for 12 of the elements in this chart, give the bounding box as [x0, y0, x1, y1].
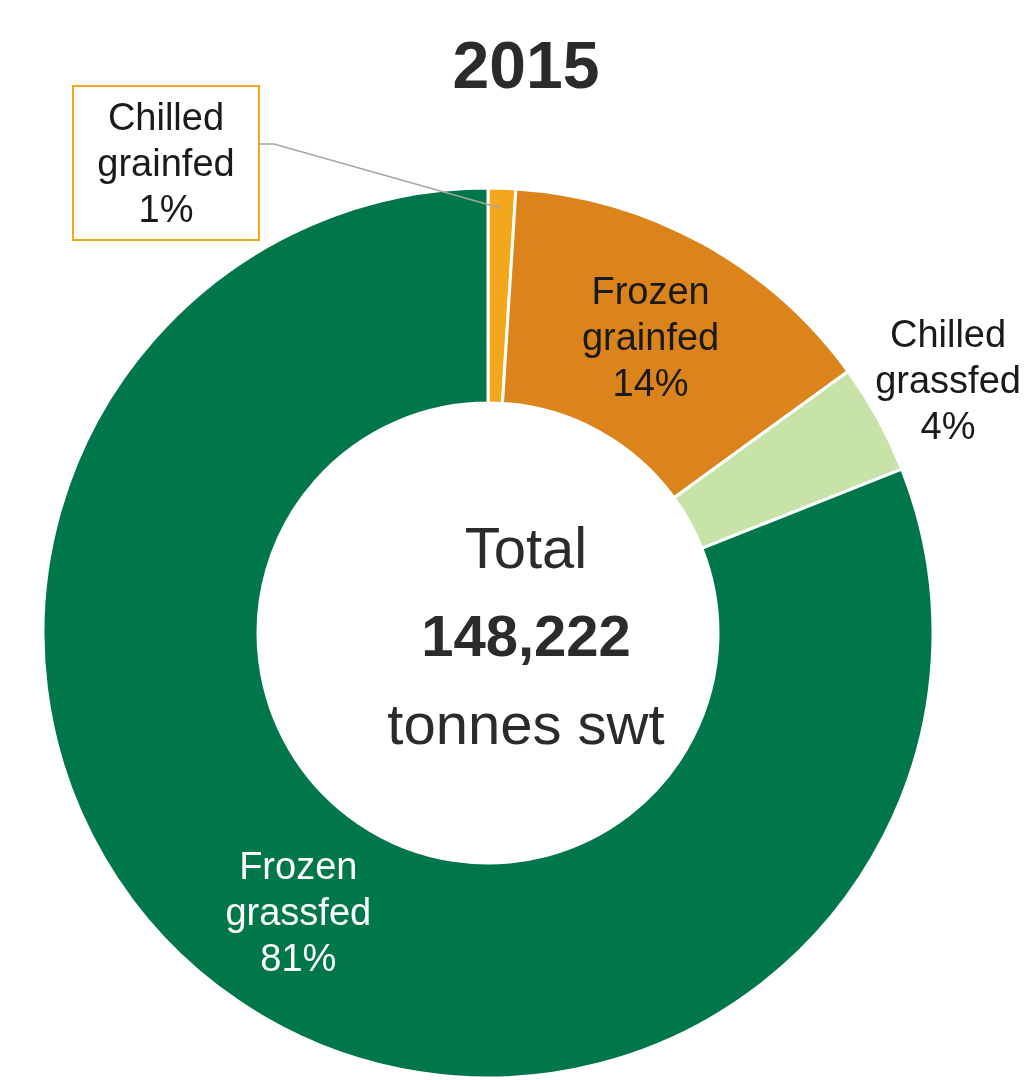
text: tonnes swt	[387, 691, 665, 756]
data-label: 1%	[138, 187, 194, 230]
slice-label: Frozen grainfed	[581, 270, 720, 359]
data-label: 4%	[920, 404, 976, 447]
text: 148,222	[421, 603, 631, 668]
data-label: 81%	[260, 937, 337, 980]
data-label: 14%	[612, 362, 689, 405]
text: Total	[464, 515, 588, 580]
slice-label: Frozen grassfed	[225, 845, 372, 934]
slice-label: Chilled grassfed	[875, 312, 1021, 401]
chart-title: 2015	[452, 28, 600, 102]
slice-label: Chilled grainfed	[97, 95, 235, 184]
